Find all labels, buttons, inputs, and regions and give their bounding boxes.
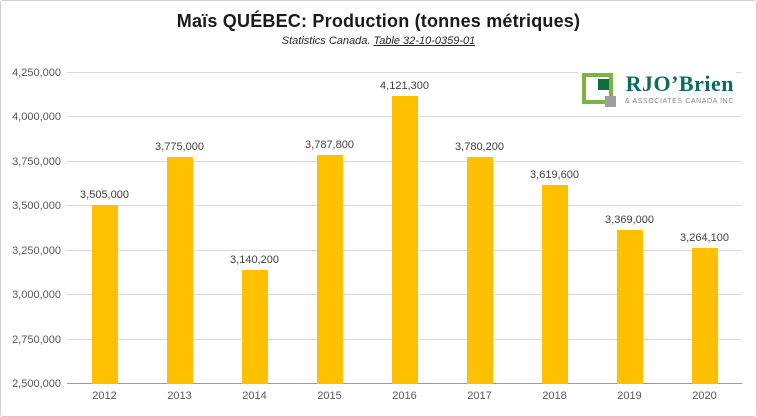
bar-group: 3,369,000 2019: [592, 73, 667, 402]
y-tick-label: 3,750,000: [12, 155, 61, 168]
bar: [241, 270, 268, 384]
rjobrien-logo-icon: [582, 73, 617, 107]
bar-value-label: 3,140,200: [230, 254, 279, 267]
bar: [466, 156, 493, 384]
bar-value-label: 4,121,300: [380, 79, 429, 92]
bar-group: 3,140,200 2014: [217, 73, 292, 402]
bar: [691, 248, 718, 384]
y-tick-label: 3,000,000: [12, 289, 61, 302]
x-tick-label: 2012: [92, 390, 117, 402]
x-tick-label: 2014: [242, 390, 267, 402]
plot-area: 3,505,000 2012 3,775,000 2013 3,140,200 2014 3…: [67, 72, 742, 403]
bar: [391, 95, 418, 384]
subtitle-source-text: Statistics Canada.: [281, 35, 374, 47]
y-axis: 2,500,000 2,750,000 3,000,000 3,250,000 3,50…: [9, 67, 67, 390]
y-tick-label: 3,250,000: [12, 244, 61, 257]
x-tick-label: 2019: [617, 390, 642, 402]
bar-group: 3,787,800 2015: [292, 73, 367, 402]
y-tick-label: 2,750,000: [12, 333, 61, 346]
chart-title: Maïs QUÉBEC: Production (tonnes métrique…: [176, 11, 581, 31]
y-tick-label: 4,000,000: [12, 111, 61, 124]
bar-chart: 2,500,000 2,750,000 3,000,000 3,250,000 3,50…: [9, 67, 742, 403]
subtitle-table-link[interactable]: Table 32-10-0359-01: [373, 35, 476, 47]
logo-subtext: & ASSOCIATES CANADA INC: [625, 98, 734, 105]
y-tick-label: 4,250,000: [12, 67, 61, 79]
bar-group: 3,264,100 2020: [667, 73, 742, 402]
logo-wordmark: RJO’Brien: [625, 71, 734, 96]
bar: [541, 185, 568, 384]
bar: [616, 229, 643, 384]
chart-subtitle: Statistics Canada. Table 32-10-0359-01: [1, 35, 756, 47]
bar-value-label: 3,264,100: [680, 232, 729, 245]
x-tick-label: 2020: [692, 390, 717, 402]
bar-group: 3,619,600 2018: [517, 73, 592, 402]
bar-value-label: 3,369,000: [605, 213, 654, 226]
x-tick-label: 2016: [392, 390, 417, 402]
bar-value-label: 3,619,600: [530, 169, 579, 182]
bar: [91, 205, 118, 384]
rjobrien-logo: RJO’Brien & ASSOCIATES CANADA INC: [578, 71, 736, 113]
bar-group: 3,775,000 2013: [142, 73, 217, 402]
bar: [166, 157, 193, 384]
gridline: [67, 72, 742, 73]
bar-group: 3,505,000 2012: [67, 73, 142, 402]
bar: [316, 155, 343, 384]
bar-value-label: 3,787,800: [305, 139, 354, 152]
bar-group: 3,780,200 2017: [442, 73, 517, 403]
x-tick-label: 2013: [167, 390, 192, 402]
y-tick-label: 3,500,000: [12, 200, 61, 213]
bar-group: 4,121,300 2016: [367, 73, 442, 402]
logo-text-block: RJO’Brien & ASSOCIATES CANADA INC: [625, 71, 734, 106]
x-tick-label: 2018: [542, 390, 567, 402]
x-tick-label: 2017: [467, 390, 492, 402]
y-tick-label: 2,500,000: [12, 378, 61, 390]
bar-slots: 3,505,000 2012 3,775,000 2013 3,140,200 2014 3…: [67, 73, 742, 403]
bar-value-label: 3,780,200: [455, 140, 504, 153]
bar-value-label: 3,775,000: [155, 141, 204, 154]
x-tick-label: 2015: [317, 390, 342, 402]
bar-value-label: 3,505,000: [80, 189, 129, 202]
